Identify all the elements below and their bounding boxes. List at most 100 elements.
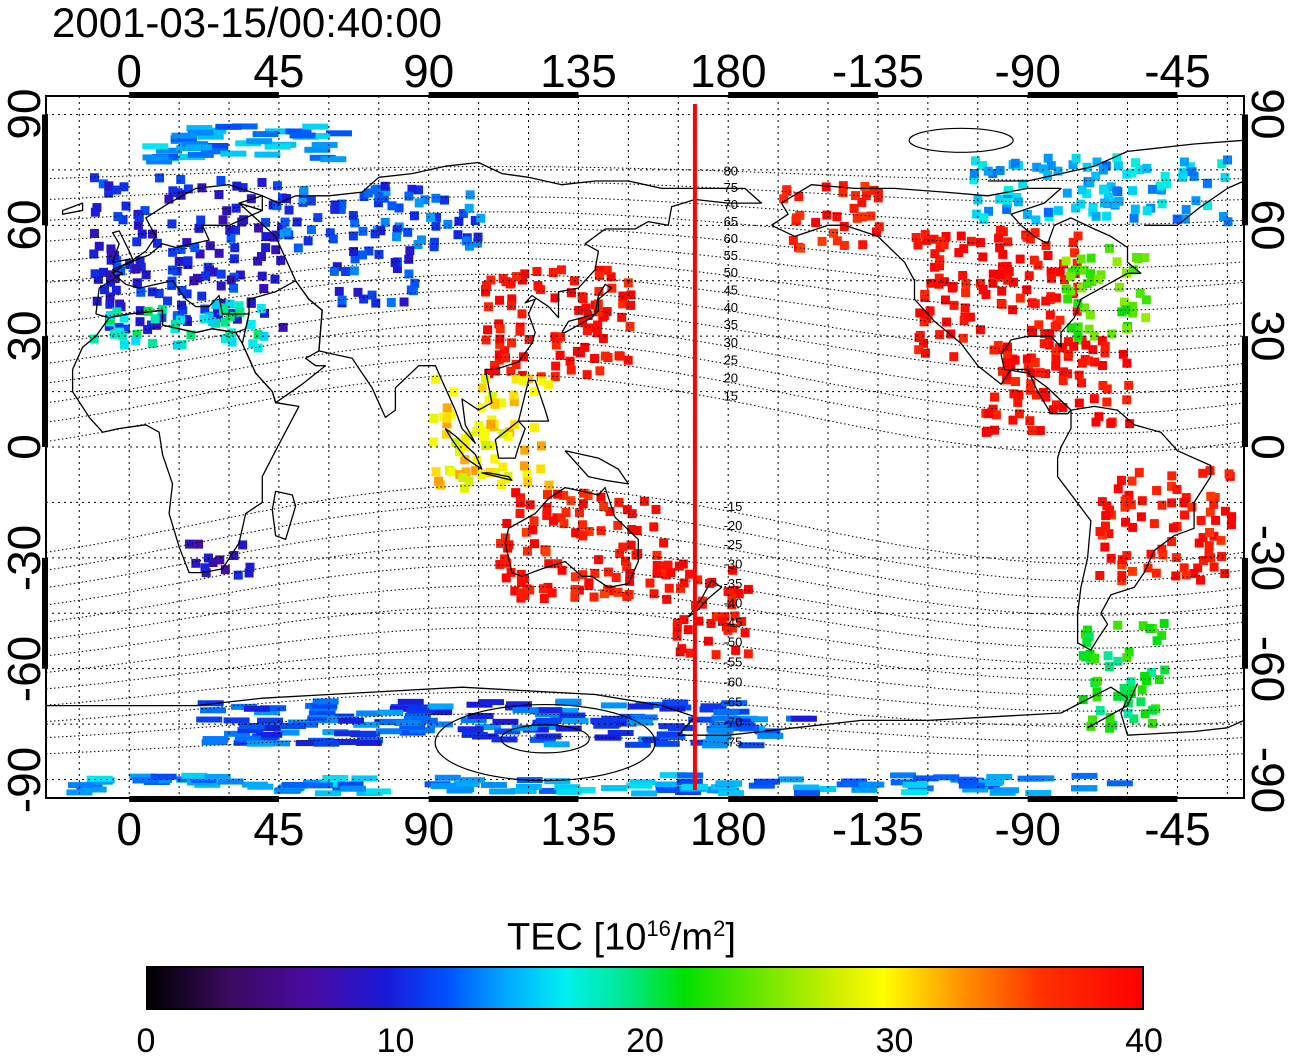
tec-cell: [1087, 276, 1097, 286]
tec-cell: [961, 278, 971, 288]
tec-cell: [256, 303, 266, 313]
tec-cell: [182, 238, 192, 248]
tec-cell: [334, 286, 344, 296]
tec-cell: [958, 782, 985, 789]
tec-cell: [544, 559, 554, 569]
tec-cell: [566, 496, 576, 506]
contour-label: 60: [724, 231, 738, 246]
tec-cell: [703, 636, 713, 646]
tec-cell: [622, 562, 632, 572]
tec-cell: [1113, 691, 1123, 701]
tec-cell: [458, 208, 468, 218]
colorbar: [146, 966, 1144, 1010]
tec-cell: [594, 286, 604, 296]
tec-cell: [231, 123, 258, 130]
tec-cell: [471, 466, 481, 476]
tec-cell: [213, 313, 223, 323]
tec-cell: [1167, 471, 1177, 481]
tec-cell: [1180, 498, 1190, 508]
tec-cell: [849, 203, 859, 213]
tec-cell: [1104, 243, 1114, 253]
tec-cell: [337, 199, 347, 209]
tec-cell: [1127, 566, 1137, 576]
tec-cell: [551, 340, 561, 350]
tec-cell: [276, 255, 286, 265]
tec-cell: [1095, 706, 1105, 716]
tec-cell: [988, 404, 998, 414]
tec-cell: [693, 575, 703, 585]
tec-cell: [86, 775, 113, 782]
tec-cell: [314, 790, 341, 797]
tec-cell: [544, 480, 554, 490]
tec-cell: [668, 724, 695, 731]
tec-cell: [1171, 553, 1181, 563]
tec-cell: [1038, 388, 1048, 398]
tec-cell: [178, 305, 188, 315]
tec-cell: [1198, 556, 1208, 566]
tec-cell: [232, 181, 242, 191]
magnetic-contour: [45, 713, 1245, 743]
tec-cell: [603, 352, 613, 362]
tec-cell: [505, 701, 532, 708]
tec-cell: [447, 467, 457, 477]
tec-cell: [364, 788, 391, 795]
tec-cell: [810, 786, 837, 793]
tec-cell: [1033, 260, 1043, 270]
tec-cell: [1070, 248, 1080, 258]
tec-cell: [571, 528, 581, 538]
tec-cell: [306, 225, 316, 235]
tec-cell: [90, 269, 100, 279]
tec-cell: [632, 526, 642, 536]
x-tick-top-5: -135: [831, 45, 924, 97]
tec-cell: [926, 278, 936, 288]
tec-cell: [477, 470, 487, 480]
tec-cell: [490, 454, 500, 464]
coastline: [271, 490, 297, 541]
tec-cell: [685, 648, 695, 658]
x-tick-top-4: 180: [689, 45, 767, 97]
tec-cell: [474, 420, 484, 430]
tec-cell: [106, 277, 116, 287]
tec-cell: [902, 781, 929, 788]
contour-label: -45: [724, 615, 743, 630]
tec-cell: [1168, 523, 1178, 533]
tec-cell: [949, 300, 959, 310]
tec-cell: [683, 625, 693, 635]
tec-cell: [958, 271, 968, 281]
tec-cell: [539, 594, 549, 604]
tec-cell: [590, 568, 600, 578]
tec-cell: [392, 264, 402, 274]
tec-cell: [1008, 415, 1018, 425]
tec-cell: [429, 237, 439, 247]
tec-cell: [325, 228, 335, 238]
tec-cell: [598, 312, 608, 322]
tec-cell: [320, 156, 347, 163]
tec-cell: [713, 709, 740, 716]
tec-cell: [1009, 389, 1019, 399]
tec-cell: [1217, 159, 1227, 169]
tec-cell: [1209, 562, 1219, 572]
tec-cell: [1140, 709, 1150, 719]
tec-cell: [512, 272, 522, 282]
x-tick-top-3: 135: [540, 45, 617, 97]
tec-cell: [622, 505, 632, 515]
tec-cell: [1220, 569, 1230, 579]
tec-cell: [1028, 328, 1038, 338]
tec-cell: [430, 782, 457, 789]
tec-cell: [929, 234, 939, 244]
tec-cell: [201, 568, 211, 578]
tec-cell: [1090, 357, 1100, 367]
tec-cell: [407, 704, 434, 711]
tec-cell: [151, 320, 161, 330]
tec-cell: [593, 320, 603, 330]
tec-cell: [1205, 528, 1215, 538]
tec-cell: [991, 410, 1001, 420]
tec-cell: [1106, 553, 1116, 563]
tec-cell: [177, 340, 187, 350]
tec-cell: [584, 526, 594, 536]
tec-cell: [556, 788, 583, 795]
tec-cell: [728, 565, 738, 575]
tec-cell: [1083, 625, 1093, 635]
tec-cell: [509, 397, 519, 407]
tec-cell: [737, 616, 747, 626]
